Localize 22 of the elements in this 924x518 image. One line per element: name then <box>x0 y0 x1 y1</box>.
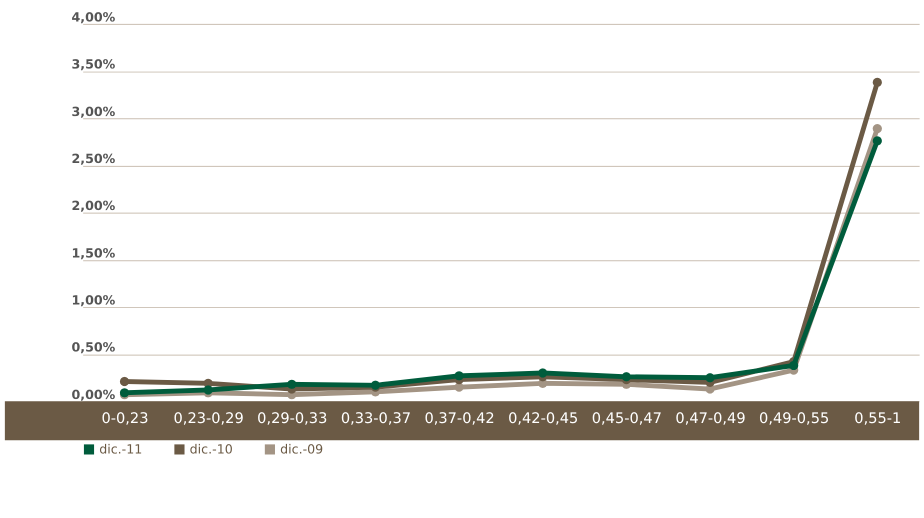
y-tick-label: 3,00% <box>71 104 116 119</box>
x-tick-label: 0,45-0,47 <box>592 410 662 428</box>
x-tick-label: 0,55-1 <box>854 410 902 428</box>
y-tick-label: 2,00% <box>71 198 116 214</box>
legend-label: dic.-09 <box>280 441 324 456</box>
y-tick-label: 0,50% <box>71 340 116 355</box>
y-tick-label: 2,50% <box>71 151 116 166</box>
x-tick-label: 0-0,23 <box>101 410 148 428</box>
x-tick-label: 0,49-0,55 <box>759 410 830 428</box>
x-tick-label: 0,33-0,37 <box>340 410 412 428</box>
legend-label: dic.-11 <box>99 441 142 456</box>
x-tick-label: 0,37-0,42 <box>424 410 495 428</box>
x-tick-label: 0,42-0,45 <box>508 410 578 428</box>
x-tick-label: 0,47-0,49 <box>675 410 746 428</box>
legend-label: dic.-10 <box>190 441 233 456</box>
x-tick-label: 0,29-0,33 <box>257 410 328 428</box>
y-tick-label: 1,00% <box>71 292 116 308</box>
x-tick-label: 0,23-0,29 <box>174 410 244 428</box>
y-tick-label: 0,00% <box>71 386 116 402</box>
y-tick-label: 1,50% <box>71 245 116 260</box>
y-tick-label: 4,00% <box>71 9 116 24</box>
y-tick-label: 3,50% <box>71 56 116 72</box>
